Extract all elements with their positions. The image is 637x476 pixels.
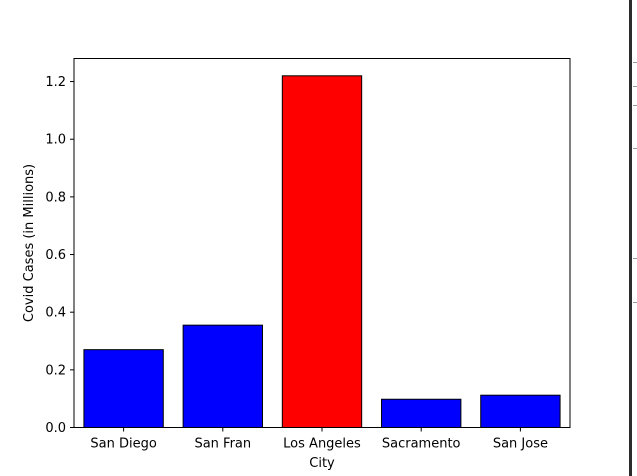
x-tick-label: Los Angeles [283,437,361,452]
y-tick-label: 0.4 [45,306,66,321]
bar-san-fran [182,324,263,428]
edge-mark [633,86,637,87]
edge-mark [633,148,637,149]
y-tick-label: 1.0 [45,133,66,148]
bar-los-angeles [281,75,363,429]
x-axis-label: City [309,456,335,471]
bar-san-diego [83,349,164,428]
y-ticks-layer: 0.0 0.2 0.4 0.6 0.8 1.0 1.2 [45,75,74,436]
x-tick-label: San Jose [493,437,548,452]
y-tick-label: 0.2 [45,363,66,378]
edge-mark [633,62,637,63]
bar-sacramento [381,398,462,428]
bars-layer [83,75,561,429]
y-tick-label: 0.6 [45,248,66,263]
y-tick-label: 0.8 [45,190,66,205]
y-tick-label: 0.0 [45,421,66,436]
x-tick-label: San Diego [90,437,156,452]
x-tick-label: San Fran [194,437,251,452]
x-ticks-layer: San Diego San Fran Los Angeles Sacramento Sa… [90,427,548,452]
x-tick-label: Sacramento [382,437,461,452]
y-tick-label: 1.2 [45,75,66,90]
adjacent-window-edge [629,0,637,476]
y-axis-label: Covid Cases (in Millions) [22,164,37,322]
bar-san-jose [480,394,561,428]
edge-mark [633,258,637,259]
edge-mark [633,105,637,106]
plot-frame [73,58,571,428]
edge-mark [633,302,637,303]
